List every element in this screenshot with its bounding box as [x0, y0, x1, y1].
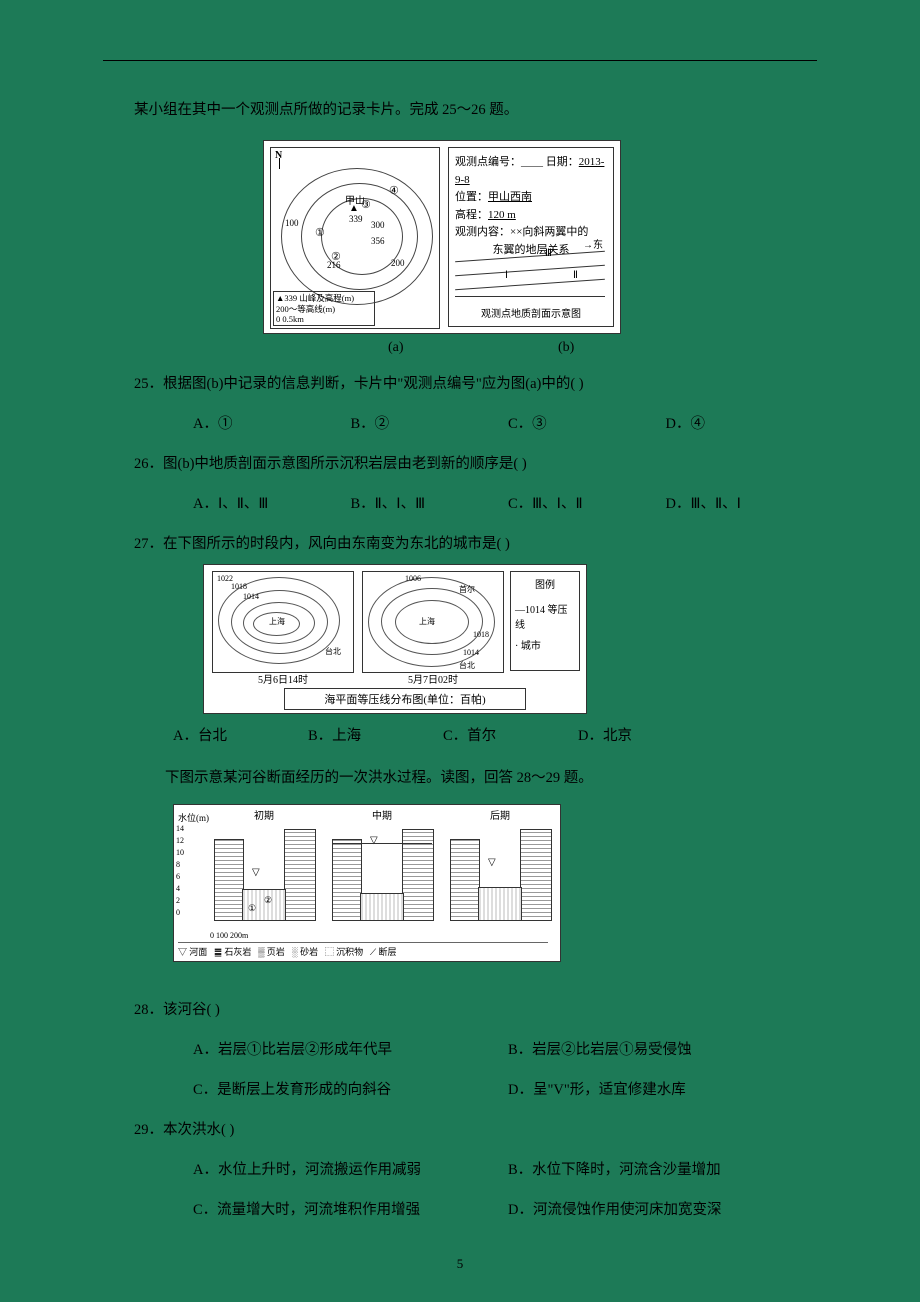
fig2-left-time: 5月6日14时	[213, 671, 353, 686]
pt1: ①	[315, 226, 325, 239]
fig1-card: 观测点编号：____ 日期：2013-9-8 位置：甲山西南 高程：120 m …	[448, 147, 614, 327]
card-l1a: 观测点编号：	[455, 156, 521, 168]
q26-optD: D．Ⅲ、Ⅱ、Ⅰ	[666, 492, 824, 513]
card-l3a: 高程：	[455, 209, 488, 221]
card-l2a: 位置：	[455, 191, 488, 203]
figure-1: N 100 200 300 ▲ 甲山 339 ① ② 216 ③ ④ 356 ▲…	[263, 140, 621, 334]
q27-optC: C．首尔	[443, 724, 578, 745]
card-elev: 120 m	[488, 209, 516, 221]
q29-optB: B．水位下降时，河流含沙量增加	[508, 1158, 823, 1179]
contour-100: 100	[285, 218, 299, 228]
fig1-scale: 0 0.5km	[276, 314, 372, 324]
contour-200: 200	[391, 258, 405, 268]
q28-optC: C．是断层上发育形成的向斜谷	[193, 1078, 508, 1099]
q29-optC: C．流量增大时，河流堆积作用增强	[193, 1198, 508, 1219]
q26-optC: C．Ⅲ、Ⅰ、Ⅱ	[508, 492, 666, 513]
q27-optA: A．台北	[173, 724, 308, 745]
fig2-left-map: 1022 1018 1014 上海 台北 5月6日14时	[212, 571, 354, 673]
peak-h: 339	[349, 214, 363, 224]
q28-stem: 28．该河谷( )	[134, 998, 824, 1019]
fig1-legend2: 200～等高线(m)	[276, 304, 372, 314]
fig3-xscale: 0 100 200m	[210, 931, 248, 940]
q27-stem: 27．在下图所示的时段内，风向由东南变为东北的城市是( )	[134, 532, 824, 553]
q26-stem: 26．图(b)中地质剖面示意图所示沉积岩层由老到新的顺序是( )	[134, 452, 824, 473]
fig3-panel-3: 后期 ▽	[450, 819, 550, 929]
q25-stem: 25．根据图(b)中记录的信息判断，卡片中"观测点编号"应为图(a)中的( )	[134, 372, 824, 393]
fig2-right-map: 1006 首尔 上海 1018 1014 台北 5月7日02时	[362, 571, 504, 673]
card-loc: 甲山西南	[488, 191, 532, 203]
fig2-right-time: 5月7日02时	[363, 671, 503, 686]
q26-optB: B．Ⅱ、Ⅰ、Ⅲ	[351, 492, 509, 513]
q28-optD: D．呈"V"形，适宜修建水库	[508, 1078, 823, 1099]
pt2h: 216	[327, 260, 341, 270]
q29-stem: 29．本次洪水( )	[134, 1118, 824, 1139]
q26-optA: A．Ⅰ、Ⅱ、Ⅲ	[193, 492, 351, 513]
fig3-panel-2: 中期 ▽	[332, 819, 432, 929]
card-l1b: 日期：	[546, 156, 579, 168]
fig1-legend1: ▲339 山峰及高程(m)	[276, 293, 372, 303]
section-sketch: →东 Ⅲ Ⅰ Ⅱ	[455, 240, 605, 297]
q27-optB: B．上海	[308, 724, 443, 745]
q25-optC: C．③	[508, 412, 666, 433]
q25-optB: B．②	[351, 412, 509, 433]
section-cap: 观测点地质剖面示意图	[449, 307, 613, 323]
pt-356: 356	[371, 236, 385, 246]
pt4: ④	[389, 184, 399, 197]
fig1-map: N 100 200 300 ▲ 甲山 339 ① ② 216 ③ ④ 356 ▲…	[270, 147, 440, 329]
page-number: 5	[103, 1256, 817, 1272]
q25-optD: D．④	[666, 412, 824, 433]
fig3-legend: ▽ 河面 ䷀ 石灰岩 ▒ 页岩 ░ 砂岩 ⬚ 沉积物 ⟋ 断层	[178, 942, 548, 958]
q25-optA: A．①	[193, 412, 351, 433]
figure-2: 1022 1018 1014 上海 台北 5月6日14时 1006 首尔 上海 …	[203, 564, 587, 714]
top-rule	[103, 60, 817, 61]
q27-optD: D．北京	[578, 724, 713, 745]
contour-300: 300	[371, 220, 385, 230]
fig1-cap-a: (a)	[388, 340, 404, 356]
pt3: ③	[361, 198, 371, 211]
fig1-cap-b: (b)	[558, 340, 574, 356]
figure-3: 水位(m) 14121086420 初期 ▽ ① ② 中期 ▽ 后期 ▽	[173, 804, 561, 962]
fig3-panel-1: 初期 ▽ ① ②	[214, 819, 314, 929]
q28-optA: A．岩层①比岩层②形成年代早	[193, 1038, 508, 1059]
fig2-caption: 海平面等压线分布图(单位：百帕)	[284, 688, 526, 710]
intro-text: 某小组在其中一个观测点所做的记录卡片。完成 25～26 题。	[134, 96, 794, 125]
q29-optD: D．河流侵蚀作用使河床加宽变深	[508, 1198, 823, 1219]
q28-optB: B．岩层②比岩层①易受侵蚀	[508, 1038, 823, 1059]
intro2-text: 下图示意某河谷断面经历的一次洪水过程。读图，回答 28～29 题。	[165, 764, 825, 793]
q29-optA: A．水位上升时，河流搬运作用减弱	[193, 1158, 508, 1179]
fig2-legend: 图例 —1014 等压线 · 城市	[510, 571, 580, 671]
